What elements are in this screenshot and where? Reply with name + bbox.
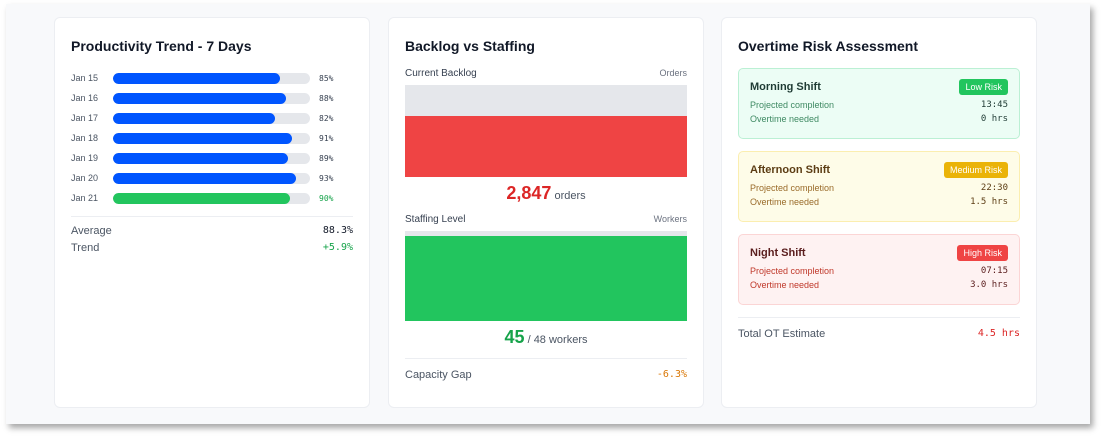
staffing-bar — [405, 231, 687, 321]
progress-track — [113, 172, 310, 184]
trend-label: Trend — [71, 242, 100, 254]
progress-track — [113, 92, 310, 104]
row-date: Jan 19 — [71, 153, 99, 163]
row-percent: 90% — [319, 193, 334, 203]
ot-value: 3.0 hrs — [970, 280, 1008, 290]
backlog-total: 2,847 orders — [405, 183, 687, 204]
ot-value: 1.5 hrs — [970, 197, 1008, 207]
trend-row: Trend +5.9% — [71, 242, 353, 259]
ot-label: Overtime needed — [750, 280, 820, 290]
average-row: Average 88.3% — [71, 225, 353, 242]
productivity-row: Jan 19 89% — [71, 148, 353, 168]
backlog-unit: Orders — [659, 68, 687, 78]
progress-fill — [113, 132, 293, 144]
total-ot-label: Total OT Estimate — [738, 328, 826, 340]
progress-track — [113, 112, 310, 124]
trend-value: +5.9% — [322, 242, 353, 253]
row-date: Jan 16 — [71, 93, 99, 103]
row-percent: 85% — [319, 73, 334, 83]
risk-badge: High Risk — [957, 245, 1008, 261]
shift-card: Afternoon Shift Medium Risk Projected comp… — [738, 151, 1020, 222]
productivity-row: Jan 21 90% — [71, 188, 353, 208]
shift-name: Morning Shift — [750, 81, 821, 93]
completion-value: 07:15 — [980, 266, 1008, 276]
progress-fill — [113, 92, 287, 104]
productivity-row: Jan 16 88% — [71, 88, 353, 108]
risk-badge: Low Risk — [959, 79, 1008, 95]
staffing-suffix: / 48 workers — [527, 334, 588, 346]
staffing-total: 45 / 48 workers — [405, 327, 687, 348]
average-label: Average — [71, 225, 112, 237]
progress-fill — [113, 112, 275, 124]
backlog-fill — [405, 116, 687, 177]
completion-value: 13:45 — [980, 100, 1008, 110]
progress-track — [113, 72, 310, 84]
staffing-unit: Workers — [653, 214, 687, 224]
backlog-card: Backlog vs Staffing Current Backlog Order… — [388, 17, 704, 408]
overtime-card: Overtime Risk Assessment Morning Shift Lo… — [721, 17, 1037, 408]
progress-fill — [113, 192, 291, 204]
completion-label: Projected completion — [750, 183, 835, 193]
row-date: Jan 21 — [71, 193, 99, 203]
backlog-suffix: orders — [554, 190, 586, 202]
productivity-card: Productivity Trend - 7 Days Jan 15 85% Jan… — [54, 17, 370, 408]
total-ot-value: 4.5 hrs — [977, 328, 1020, 339]
row-date: Jan 17 — [71, 113, 99, 123]
shift-card: Night Shift High Risk Projected completion… — [738, 234, 1020, 305]
row-date: Jan 20 — [71, 173, 99, 183]
progress-fill — [113, 172, 297, 184]
card-title: Overtime Risk Assessment — [738, 38, 919, 54]
row-percent: 89% — [319, 153, 334, 163]
productivity-row: Jan 17 82% — [71, 108, 353, 128]
productivity-row: Jan 20 93% — [71, 168, 353, 188]
row-percent: 82% — [319, 113, 334, 123]
ot-label: Overtime needed — [750, 114, 820, 124]
completion-label: Projected completion — [750, 100, 835, 110]
completion-value: 22:30 — [980, 183, 1008, 193]
shift-name: Afternoon Shift — [750, 164, 831, 176]
progress-fill — [113, 72, 281, 84]
row-percent: 88% — [319, 93, 334, 103]
gap-value: -6.3% — [656, 369, 687, 380]
productivity-row: Jan 15 85% — [71, 68, 353, 88]
staffing-fill — [405, 236, 687, 321]
ot-label: Overtime needed — [750, 197, 820, 207]
card-title: Backlog vs Staffing — [405, 38, 535, 54]
backlog-value: 2,847 — [506, 183, 552, 203]
progress-track — [113, 152, 310, 164]
staffing-value: 45 — [504, 327, 525, 347]
completion-label: Projected completion — [750, 266, 835, 276]
backlog-label: Current Backlog — [405, 68, 477, 79]
card-title: Productivity Trend - 7 Days — [71, 38, 252, 54]
backlog-bar — [405, 85, 687, 177]
progress-track — [113, 192, 310, 204]
shift-name: Night Shift — [750, 247, 806, 259]
risk-badge: Medium Risk — [943, 162, 1008, 178]
row-percent: 93% — [319, 173, 334, 183]
progress-fill — [113, 152, 289, 164]
ot-value: 0 hrs — [980, 114, 1008, 124]
dashboard: Productivity Trend - 7 Days Jan 15 85% Jan… — [6, 4, 1090, 424]
row-date: Jan 18 — [71, 133, 99, 143]
row-date: Jan 15 — [71, 73, 99, 83]
shift-card: Morning Shift Low Risk Projected completio… — [738, 68, 1020, 139]
average-value: 88.3% — [322, 225, 353, 236]
row-percent: 91% — [319, 133, 334, 143]
staffing-label: Staffing Level — [405, 214, 466, 225]
gap-label: Capacity Gap — [405, 369, 472, 381]
progress-track — [113, 132, 310, 144]
productivity-row: Jan 18 91% — [71, 128, 353, 148]
